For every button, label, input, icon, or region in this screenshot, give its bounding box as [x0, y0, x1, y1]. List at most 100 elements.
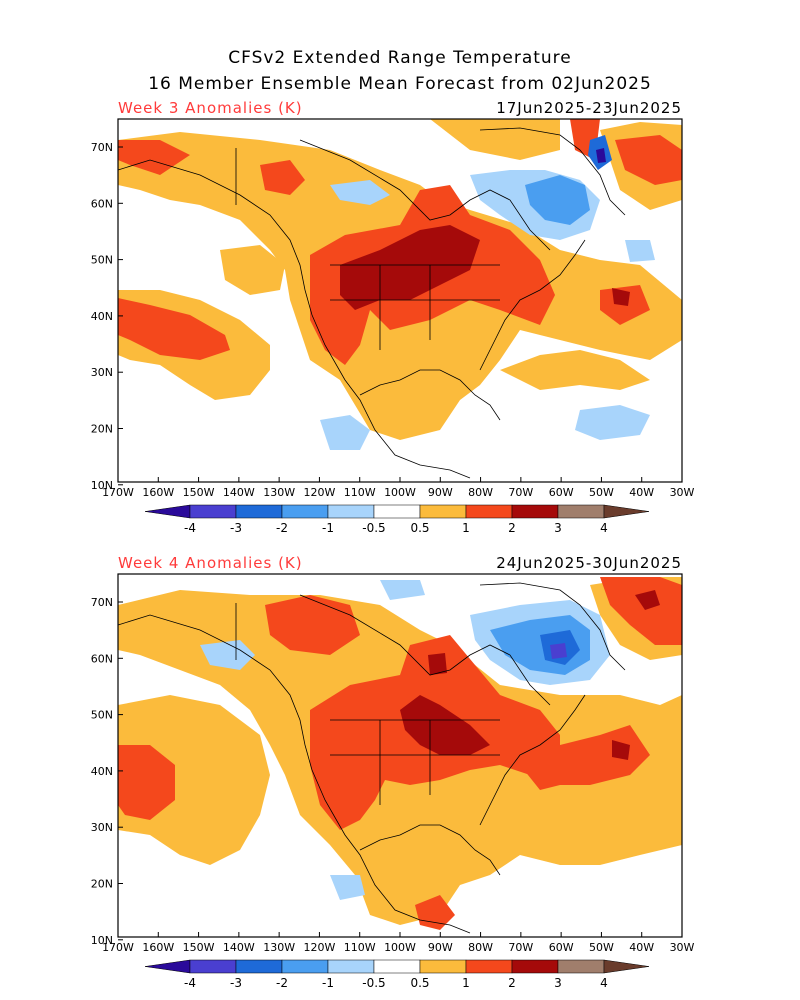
lon-tick-label: 110W: [344, 941, 376, 954]
anomaly-region: [600, 577, 682, 645]
lon-tick-label: 40W: [629, 941, 654, 954]
colorbar-segment: [281, 959, 329, 974]
lat-tick-label: 40N: [91, 310, 113, 323]
lon-tick-label: 70W: [508, 941, 533, 954]
coastlines: [117, 582, 626, 934]
colorbar-segment: [511, 959, 559, 974]
colorbar-segment: [189, 959, 237, 974]
lon-tick-label: 50W: [589, 486, 614, 499]
colorbar-label: 3: [554, 976, 562, 990]
anomaly-region: [635, 590, 660, 610]
anomaly-region: [575, 405, 650, 440]
colorbar-segment: [465, 959, 513, 974]
colorbar-label: 0.5: [410, 976, 429, 990]
lat-tick-label: 60N: [91, 652, 113, 665]
anomaly-region: [220, 245, 285, 295]
lon-tick-label: 100W: [384, 941, 416, 954]
anomaly-region: [612, 288, 630, 306]
lon-tick-label: 50W: [589, 941, 614, 954]
colorbar-label: -4: [184, 976, 196, 990]
lat-tick-label: 40N: [91, 765, 113, 778]
panel-1-dates: 17Jun2025-23Jun2025: [496, 99, 682, 117]
anomaly-region: [118, 298, 230, 360]
lon-tick-label: 80W: [468, 486, 493, 499]
latitude-ticks: 70N 60N 50N 40N 30N 20N 10N: [91, 141, 123, 492]
lon-tick-label: 60W: [549, 941, 574, 954]
lon-tick-label: 160W: [142, 486, 174, 499]
colorbar-label: -3: [230, 521, 242, 535]
anomaly-region: [428, 653, 447, 675]
colorbar-label: 2: [508, 976, 516, 990]
colorbar-label: -2: [276, 521, 288, 535]
lat-tick-label: 20N: [91, 423, 113, 436]
anomaly-region: [330, 180, 390, 205]
anomaly-region: [596, 148, 606, 163]
colorbar-label: -0.5: [362, 976, 385, 990]
anomaly-region: [615, 135, 682, 185]
anomaly-region: [525, 175, 590, 225]
anomaly-region: [520, 725, 650, 790]
anomaly-region: [400, 695, 490, 755]
lon-tick-label: 150W: [183, 486, 215, 499]
colorbar-label: 0.5: [410, 521, 429, 535]
lon-tick-label: 60W: [549, 486, 574, 499]
anomaly-region: [118, 745, 175, 820]
week-4-anomaly-map: 70N 60N 50N 40N 30N 20N 10N 170W 160W 150W 140W 1 3…: [91, 573, 695, 990]
colorbar-label: -1: [322, 521, 334, 535]
colorbar-label: -1: [322, 976, 334, 990]
lon-tick-label: 130W: [263, 486, 295, 499]
lon-tick-label: 110W: [344, 486, 376, 499]
anomaly-region: [330, 875, 365, 900]
colorbar-segment: [557, 959, 605, 974]
coastlines: [117, 127, 626, 479]
lon-tick-label: 120W: [303, 486, 335, 499]
colorbar-end-high: [603, 959, 650, 974]
lon-tick-label: 90W: [428, 486, 453, 499]
lon-tick-label: 90W: [428, 941, 453, 954]
anomaly-region: [265, 595, 360, 655]
longitude-ticks: 170W 160W 150W 140W 130W 120W 110W 100W 90W 80W 70…: [102, 932, 695, 954]
anomaly-region: [340, 225, 480, 310]
colorbar-label: -4: [184, 521, 196, 535]
lon-tick-label: 40W: [629, 486, 654, 499]
lat-tick-label: 10N: [91, 934, 113, 947]
panel-2-label: Week 4 Anomalies (K): [118, 554, 303, 572]
colorbar-end-high: [603, 504, 650, 519]
anomaly-region: [320, 415, 370, 450]
lat-tick-label: 10N: [91, 479, 113, 492]
anomaly-region: [612, 740, 630, 760]
colorbar-label: 1: [462, 521, 470, 535]
colorbar-label: -0.5: [362, 521, 385, 535]
colorbar-segment: [419, 959, 467, 974]
lon-tick-label: 120W: [303, 941, 335, 954]
lat-tick-label: 50N: [91, 709, 113, 722]
colorbar-segment: [373, 959, 421, 974]
colorbar-label: 3: [554, 521, 562, 535]
lon-tick-label: 30W: [670, 486, 695, 499]
colorbar-segment: [235, 959, 283, 974]
lat-tick-label: 30N: [91, 821, 113, 834]
anomaly-region: [550, 643, 567, 659]
panel-2-dates: 24Jun2025-30Jun2025: [496, 554, 682, 572]
colorbar-end-low: [144, 959, 191, 974]
anomaly-region: [118, 695, 270, 865]
anomaly-region: [415, 895, 455, 930]
colorbar: -4 -3 -2 -1 -0.5 0.5 1 2 3 4: [144, 959, 650, 990]
anomaly-shading: [118, 574, 682, 937]
colorbar-label: 2: [508, 521, 516, 535]
lat-tick-label: 70N: [91, 596, 113, 609]
colorbar-label: 1: [462, 976, 470, 990]
lon-tick-label: 140W: [223, 941, 255, 954]
lon-tick-label: 170W: [102, 941, 134, 954]
anomaly-shading: [118, 119, 682, 482]
lon-tick-label: 80W: [468, 941, 493, 954]
lon-tick-label: 70W: [508, 486, 533, 499]
longitude-ticks: 170W 160W 150W 140W 130W 120W 110W 100W 90W 80W 70…: [102, 477, 695, 499]
title-line-1: CFSv2 Extended Range Temperature: [228, 48, 572, 68]
colorbar-label: 4: [600, 521, 608, 535]
lon-tick-label: 30W: [670, 941, 695, 954]
lon-tick-label: 150W: [183, 941, 215, 954]
lat-tick-label: 20N: [91, 878, 113, 891]
lon-tick-label: 160W: [142, 941, 174, 954]
colorbar: -4 -3 -2 -1 -0.5 0.5 1 2 3 4: [144, 504, 650, 535]
